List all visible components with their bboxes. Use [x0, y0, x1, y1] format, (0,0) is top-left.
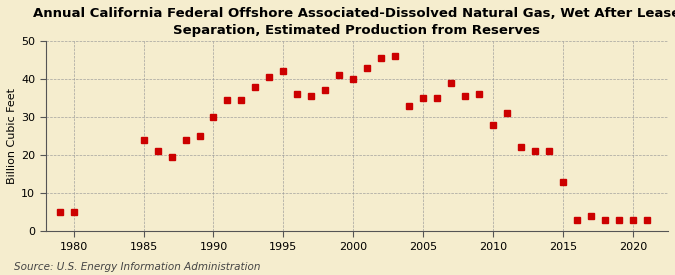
- Title: Annual California Federal Offshore Associated-Dissolved Natural Gas, Wet After L: Annual California Federal Offshore Assoc…: [33, 7, 675, 37]
- Text: Source: U.S. Energy Information Administration: Source: U.S. Energy Information Administ…: [14, 262, 260, 272]
- Y-axis label: Billion Cubic Feet: Billion Cubic Feet: [7, 88, 17, 184]
